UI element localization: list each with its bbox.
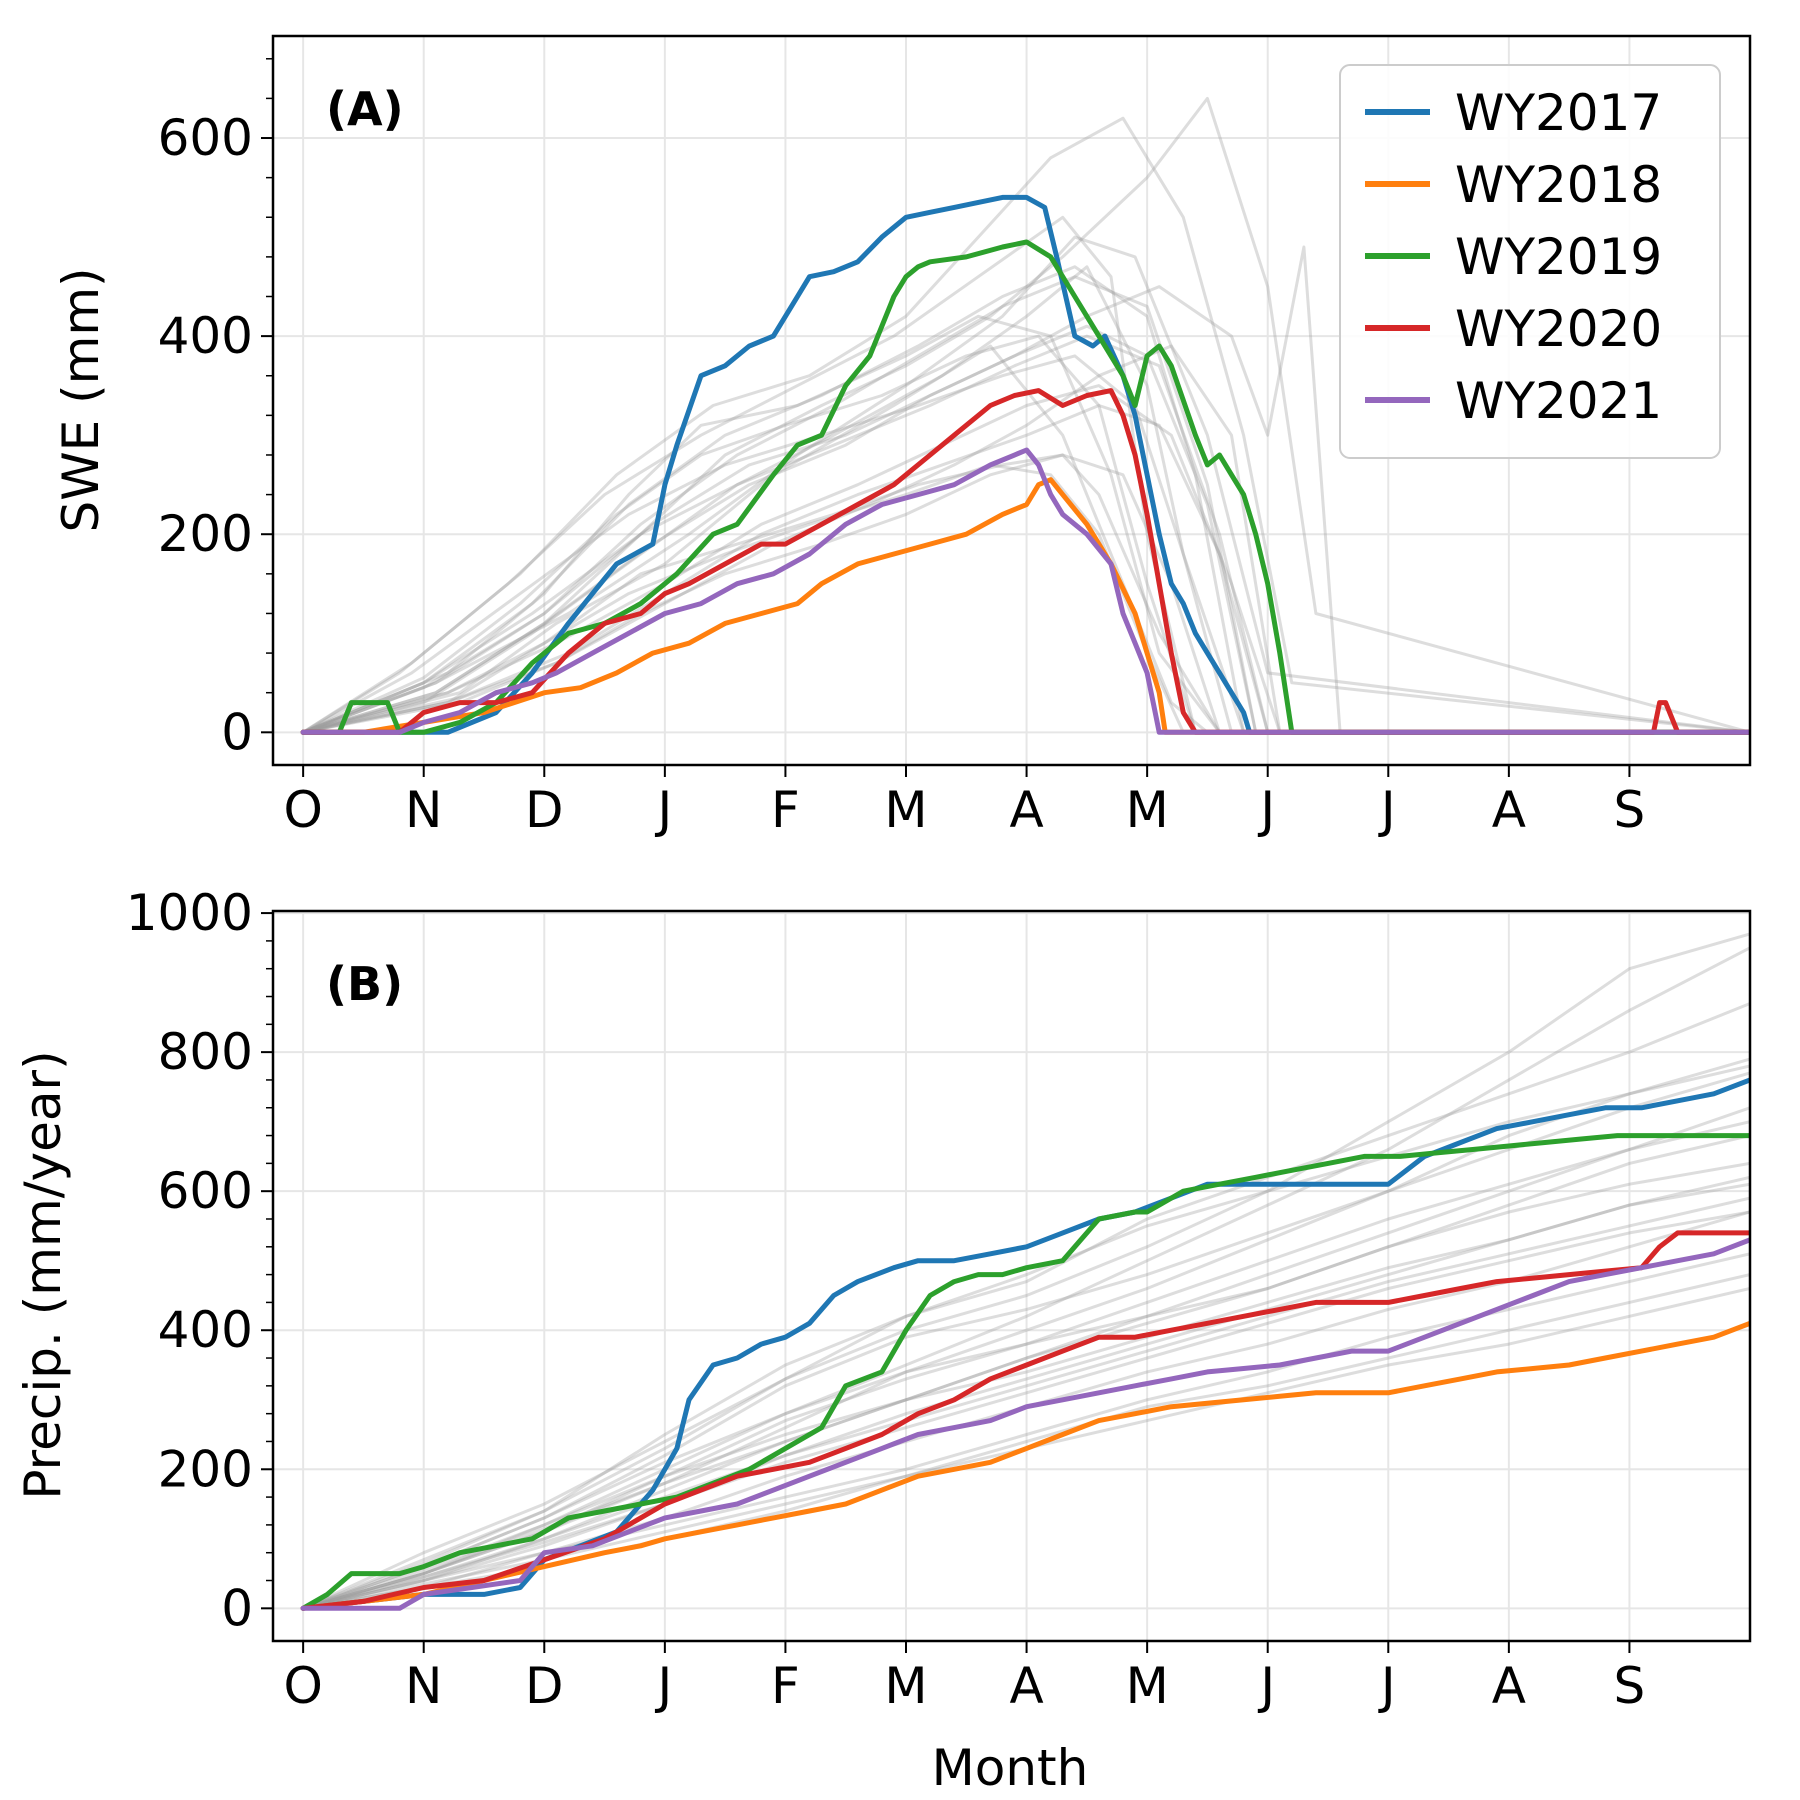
panel-b-y-tick-label: 400 [158,1301,253,1359]
panel-b-background-line [302,1182,1750,1610]
legend: WY2017 WY2018 WY2019 WY2020 WY2021 [1339,64,1721,459]
panel-b-x-tick-label: J [1257,1657,1275,1715]
panel-b-x-tick-label: F [771,1657,800,1715]
panel-b-background-line [302,1106,1750,1610]
panel-b-background-line [302,1175,1750,1610]
panel-b-x-tick-label: J [1378,1657,1396,1715]
panel-b-y-tick-label: 600 [158,1162,253,1220]
panel-a-highlight-series [300,194,1750,735]
panel-b-grid [273,911,1750,1641]
panel-b-background-line [302,932,1750,1610]
panel-a-x-tick-label: O [283,781,322,839]
panel-b-x-tick-label: S [1614,1657,1646,1715]
panel-b-background-line [302,1002,1750,1610]
panel-a-x-tick-label: J [1257,781,1275,839]
panel-a-x-tick-label: J [654,781,672,839]
panel-a-frame [271,34,1752,767]
panel-a-x-tick-label: J [1378,781,1396,839]
panel-a-label: (A) [326,82,404,136]
panel-a-background-line [302,245,1750,734]
panel-a-background-line [302,324,1750,734]
panel-a-axes: O N D J F M A M J J A S 0 200 400 600 [158,58,1646,839]
panel-a-background-line [302,265,1750,734]
panel-b-background-line [302,946,1750,1610]
panel-a-background-line [302,116,1750,734]
panel-a-line-wy2018 [300,477,1750,735]
panel-b-y-tick-label: 800 [158,1023,253,1081]
panel-a-line-wy2021 [300,447,1750,735]
panel-b-frame [271,909,1752,1643]
panel-a-x-tick-label: A [1492,781,1526,839]
legend-label: WY2019 [1455,228,1662,286]
panel-b-y-axis-label: Precip. (mm/year) [14,1050,72,1499]
panel-a-background-line [302,334,1750,734]
panel-b-background-line [302,1161,1750,1610]
panel-a-swe-chart: O N D J F M A M J J A S 0 200 400 600 (A) SWE (mm) WY20… [52,34,1752,839]
panel-b-x-tick-label: N [405,1657,442,1715]
panel-a-background-line [302,354,1750,734]
panel-a-x-tick-label: M [884,781,927,839]
panel-b-x-tick-label: M [1126,1657,1169,1715]
panel-b-label: (B) [326,957,403,1011]
panel-b-background-line [302,1064,1750,1610]
panel-b-x-tick-label: M [884,1657,927,1715]
panel-b-x-tick-label: J [654,1657,672,1715]
panel-a-background-line [302,275,1750,734]
panel-a-y-tick-label: 200 [158,505,253,563]
panel-a-x-tick-label: M [1126,781,1169,839]
legend-label: WY2020 [1455,300,1662,358]
panel-a-background-line [302,344,1750,734]
panel-b-line-wy2021 [300,1237,1750,1611]
panel-b-y-tick-label: 0 [221,1579,253,1637]
panel-a-background-line [302,235,1750,734]
panel-b-x-tick-label: A [1492,1657,1526,1715]
panel-b-line-wy2020 [300,1230,1750,1611]
legend-label: WY2021 [1455,372,1662,430]
panel-a-x-tick-label: F [771,781,800,839]
panel-b-y-tick-label: 1000 [126,884,253,942]
panel-b-background-line [302,1134,1750,1610]
panel-a-y-axis-label: SWE (mm) [52,267,110,532]
panel-a-line-wy2017 [300,194,1750,735]
panel-b-highlight-series [300,1077,1750,1611]
panel-b-precip-chart: O N D J F M A M J J A S 0 200 400 600 800 1000 (B) Precip… [14,884,1752,1797]
legend-label: WY2018 [1455,156,1662,214]
panel-b-x-tick-label: A [1009,1657,1043,1715]
panel-b-x-tick-label: O [283,1657,322,1715]
panel-a-y-tick-label: 400 [158,307,253,365]
panel-b-axes: O N D J F M A M J J A S 0 200 400 600 800 1000 [126,884,1646,1715]
panel-b-line-wy2018 [300,1320,1750,1611]
panel-b-background-line [302,1071,1750,1610]
panel-a-y-tick-label: 600 [158,109,253,167]
panel-a-x-tick-label: S [1614,781,1646,839]
panel-a-y-tick-label: 0 [221,703,253,761]
legend-label: WY2017 [1455,84,1662,142]
panel-a-line-wy2020 [300,388,1750,735]
panel-b-x-axis-label: Month [932,1739,1089,1797]
panel-b-background-line [302,1210,1750,1610]
panel-a-background-line [302,96,1750,734]
panel-a-x-tick-label: A [1009,781,1043,839]
panel-a-background-line [302,265,1750,734]
panel-a-background-line [302,334,1750,734]
panel-a-background-line [302,215,1750,734]
panel-b-background-line [302,1196,1750,1610]
legend-box [1339,64,1721,459]
panel-a-background-line [302,453,1750,734]
panel-b-y-tick-label: 200 [158,1440,253,1498]
panel-a-x-tick-label: N [405,781,442,839]
panel-b-line-wy2017 [300,1077,1750,1611]
panel-a-x-tick-label: D [525,781,564,839]
panel-b-line-wy2019 [300,1133,1750,1611]
panel-a-background-line [302,314,1750,734]
panel-b-x-tick-label: D [525,1657,564,1715]
